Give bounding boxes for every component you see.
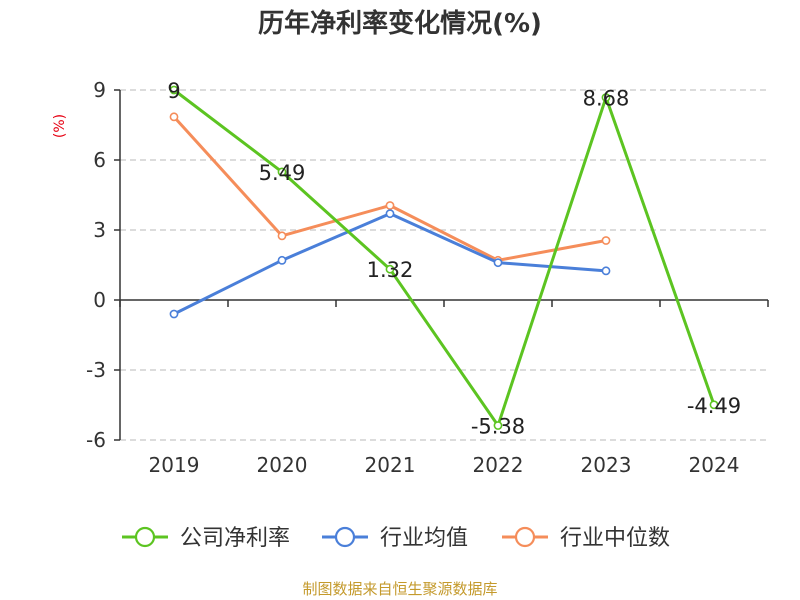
data-point[interactable] — [601, 236, 611, 245]
axes: 9 6 3 0 -3 -6 2019 2020 2021 2022 2023 2024 — [86, 78, 769, 477]
series-lines — [169, 85, 719, 430]
x-tick-label: 2022 — [473, 453, 524, 477]
legend-label: 公司净利率 — [180, 526, 290, 551]
legend-label: 行业中位数 — [560, 526, 670, 551]
y-axis-unit-label: (%) — [52, 114, 68, 138]
data-label: -5.38 — [471, 415, 525, 439]
data-point[interactable] — [709, 400, 719, 410]
y-tick-label: 6 — [93, 148, 106, 172]
legend-item[interactable]: 行业中位数 — [502, 526, 670, 551]
grid-lines — [120, 89, 768, 441]
y-tick-label: 9 — [93, 78, 106, 102]
x-tick-label: 2024 — [689, 453, 740, 477]
y-tick-label: 3 — [93, 218, 106, 242]
data-point[interactable] — [385, 209, 395, 219]
data-label: 8.68 — [583, 86, 630, 110]
data-point[interactable] — [601, 266, 611, 276]
data-point[interactable] — [169, 112, 179, 122]
data-label: -4.49 — [687, 394, 741, 418]
y-tick-label: 0 — [93, 288, 106, 312]
data-point[interactable] — [601, 93, 611, 102]
legend-item[interactable]: 行业均值 — [322, 526, 468, 551]
series-line — [173, 88, 716, 428]
data-point[interactable] — [385, 201, 395, 210]
legend[interactable]: 公司净利率 行业均值 行业中位数 — [122, 526, 670, 551]
data-label: 5.49 — [259, 161, 306, 185]
data-point[interactable] — [169, 85, 179, 95]
data-label: 9 — [167, 79, 180, 103]
data-point[interactable] — [277, 167, 287, 177]
chart-title: 历年净利率变化情况(%) — [258, 8, 542, 39]
data-label: 1.32 — [367, 258, 414, 282]
legend-marker-icon — [334, 526, 356, 548]
legend-marker-icon — [514, 526, 536, 548]
x-tick-label: 2020 — [257, 453, 308, 477]
data-point[interactable] — [493, 421, 503, 430]
x-tick-label: 2023 — [581, 453, 632, 477]
x-tick-label: 2021 — [365, 453, 416, 477]
y-tick-label: -3 — [86, 358, 106, 382]
data-point[interactable] — [277, 231, 287, 241]
data-point[interactable] — [277, 255, 287, 265]
data-point[interactable] — [385, 264, 395, 274]
legend-item[interactable]: 公司净利率 — [122, 526, 290, 551]
data-source-note: 制图数据来自恒生聚源数据库 — [302, 580, 497, 598]
x-tick-label: 2019 — [149, 453, 200, 477]
legend-marker-icon — [134, 526, 156, 548]
legend-label: 行业均值 — [380, 526, 468, 551]
data-point[interactable] — [493, 258, 503, 268]
data-labels: 9 5.49 1.32 -5.38 8.68 -4.49 — [167, 79, 741, 439]
y-tick-label: -6 — [86, 428, 106, 452]
data-point[interactable] — [169, 309, 179, 319]
